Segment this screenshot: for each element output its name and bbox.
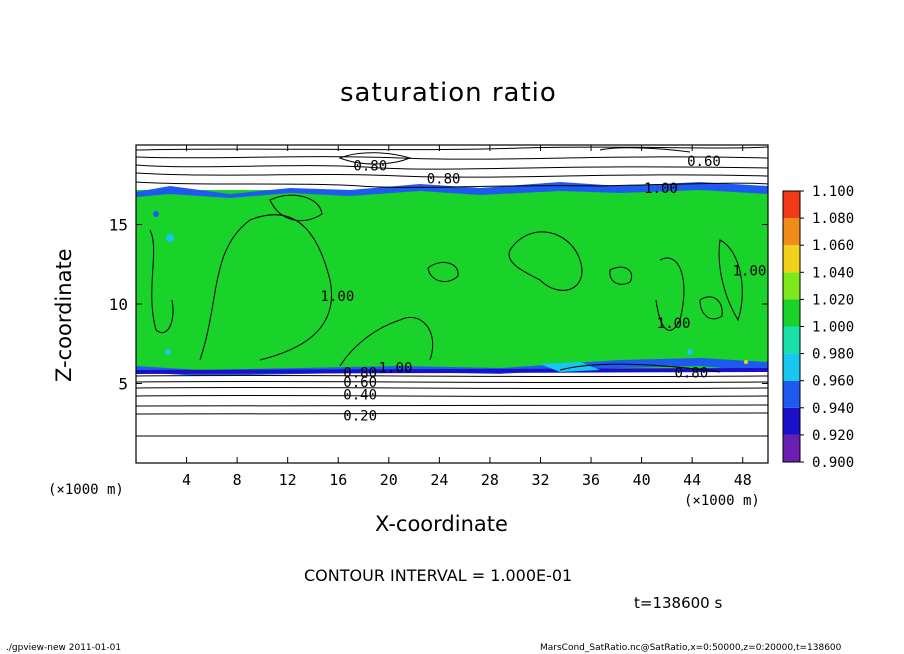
x-tick-label: 40 [633, 471, 651, 489]
contour-label: 0.20 [343, 408, 377, 424]
contour-label: 0.80 [353, 159, 387, 175]
colorbar-swatch [783, 218, 800, 246]
contour-label: 0.60 [687, 154, 721, 170]
colorbar-label: 0.960 [812, 374, 854, 390]
time-label: t=138600 s [634, 594, 723, 612]
x-tick-label: 48 [734, 471, 752, 489]
colorbar-swatch [783, 245, 800, 273]
colorbar-label: 1.020 [812, 292, 854, 308]
contour-label: 0.80 [343, 365, 377, 381]
colorbar: 0.900 0.920 0.940 0.960 0.980 1.000 1.020 1.040… [782, 184, 854, 471]
colorbar-swatch [783, 191, 800, 219]
yellow-spot [744, 360, 748, 364]
lower-contours [136, 363, 768, 437]
upper-contours [136, 146, 768, 188]
y-tick-label: 15 [109, 216, 128, 235]
y-axis: 5 10 15 [109, 216, 768, 394]
contour-labels: 0.600.800.801.001.001.001.001.000.800.60… [321, 154, 767, 424]
colorbar-label: 0.900 [812, 455, 854, 471]
colorbar-swatch [783, 380, 800, 408]
blue-spot [153, 211, 159, 217]
colorbar-label: 1.080 [812, 211, 854, 227]
lower-fringe-dark [136, 368, 768, 374]
colorbar-label: 0.940 [812, 401, 854, 417]
colorbar-swatch [783, 407, 800, 435]
contour-label: 1.00 [657, 316, 691, 332]
contour-label: 0.80 [674, 365, 708, 381]
colorbar-label: 1.060 [812, 238, 854, 254]
y-tick-label: 5 [118, 375, 128, 394]
x-tick-label: 16 [329, 471, 347, 489]
colorbar-label: 0.980 [812, 347, 854, 363]
colorbar-swatch [783, 326, 800, 354]
lower-fringe-cyan [540, 362, 600, 372]
contour-label: 1.00 [733, 264, 767, 280]
contour-label: 1.00 [379, 361, 413, 377]
colorbar-swatch [783, 434, 800, 462]
contour-label: 0.80 [427, 171, 461, 187]
plot-area: 0.600.800.801.001.001.001.001.000.800.60… [136, 145, 768, 463]
cyan-spot [166, 234, 174, 242]
interior-contours [149, 194, 743, 367]
x-tick-label: 44 [683, 471, 701, 489]
y-axis-label: Z-coordinate [52, 248, 76, 382]
colorbar-label: 1.000 [812, 320, 854, 336]
cyan-spot [165, 349, 171, 355]
contour-label: 1.00 [321, 289, 355, 305]
contour-label: 1.00 [644, 181, 678, 197]
colorbar-swatch [783, 299, 800, 327]
x-tick-label: 36 [582, 471, 600, 489]
colorbar-swatch [783, 272, 800, 300]
chart-title: saturation ratio [340, 78, 557, 108]
colorbar-label: 1.100 [812, 184, 854, 200]
colorbar-swatch [783, 353, 800, 381]
y-tick-label: 10 [109, 295, 128, 314]
y-axis-unit: (×1000 m) [48, 482, 124, 498]
x-tick-label: 28 [481, 471, 499, 489]
x-tick-label: 32 [531, 471, 549, 489]
contour-label: 0.60 [343, 375, 377, 391]
x-axis: 4 8 12 16 20 24 28 32 36 40 44 48 [182, 145, 752, 489]
x-tick-label: 4 [182, 471, 191, 489]
cyan-spot [687, 349, 693, 355]
colorbar-label: 0.920 [812, 428, 854, 444]
x-tick-label: 20 [380, 471, 398, 489]
colorbar-label: 1.040 [812, 265, 854, 281]
footer-right: MarsCond_SatRatio.nc@SatRatio,x=0:50000,… [540, 643, 842, 653]
footer-left: ./gpview-new 2011-01-01 [6, 643, 122, 653]
contour-label: 0.40 [343, 388, 377, 404]
contour-interval: CONTOUR INTERVAL = 1.000E-01 [304, 566, 573, 585]
x-tick-label: 12 [279, 471, 297, 489]
x-tick-label: 8 [233, 471, 242, 489]
x-axis-label: X-coordinate [375, 512, 508, 536]
x-axis-unit: (×1000 m) [684, 493, 760, 509]
x-tick-label: 24 [430, 471, 448, 489]
